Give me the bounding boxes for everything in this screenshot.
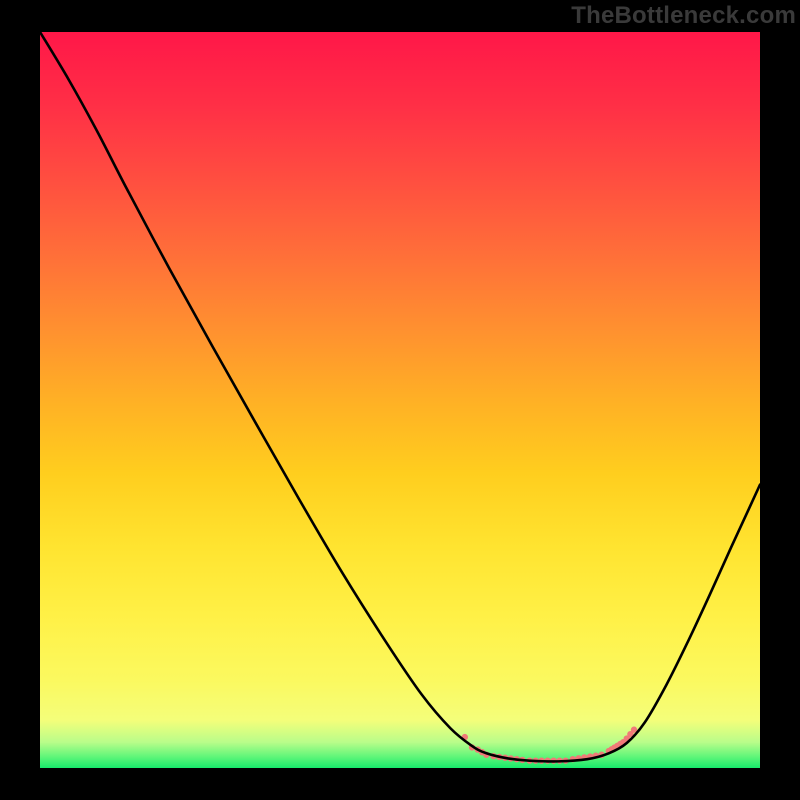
plot-area <box>40 32 760 768</box>
optimal-range-dots <box>462 727 638 764</box>
watermark-text: TheBottleneck.com <box>571 2 796 30</box>
chart-frame: TheBottleneck.com <box>0 0 800 800</box>
bottleneck-curve <box>40 32 760 768</box>
bottleneck-line <box>40 32 760 761</box>
